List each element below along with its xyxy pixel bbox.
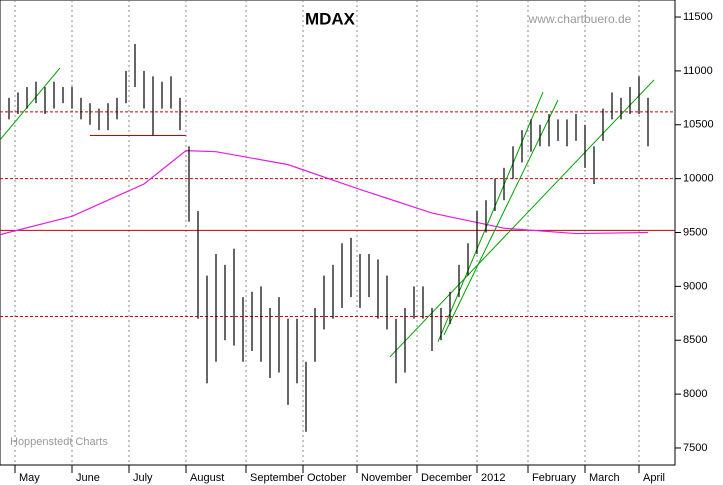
moving-average (0, 150, 649, 236)
trend-line (0, 67, 61, 141)
x-tick-label: June (76, 472, 100, 484)
y-tick-label: 10000 (683, 173, 714, 185)
x-tick-label: July (133, 472, 153, 484)
y-tick-label: 9500 (683, 226, 707, 238)
y-tick-label: 9000 (683, 280, 707, 292)
x-tick-label: August (190, 472, 224, 484)
chart-title: MDAX (305, 9, 356, 28)
x-tick-label: 2012 (481, 472, 505, 484)
y-tick-label: 11500 (683, 11, 713, 23)
y-tick-label: 8000 (683, 388, 707, 400)
x-tick-label: February (532, 472, 577, 484)
y-tick-label: 7500 (683, 442, 707, 454)
credit: Hoppenstedt Charts (10, 436, 108, 448)
plot-frame (0, 0, 676, 466)
x-tick-label: December (421, 472, 472, 484)
y-tick-label: 10500 (683, 119, 714, 131)
source: www.chartbuero.de (528, 12, 632, 26)
trend-line (389, 79, 655, 358)
x-tick-label: April (643, 472, 665, 484)
x-tick-label: November (361, 472, 412, 484)
y-tick-label: 11000 (683, 65, 713, 77)
trend-line (443, 99, 559, 336)
x-tick-label: October (307, 472, 346, 484)
trend-line (437, 91, 544, 343)
y-tick-label: 8500 (683, 334, 707, 346)
x-tick-label: March (589, 472, 620, 484)
x-tick-label: September (250, 472, 304, 484)
x-tick-label: May (19, 472, 40, 484)
